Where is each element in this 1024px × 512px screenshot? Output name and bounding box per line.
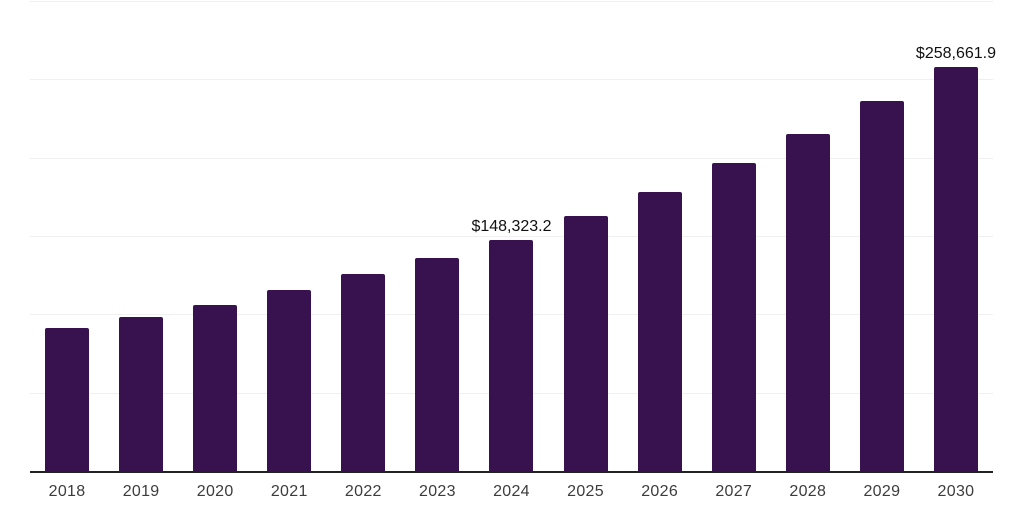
gridline-250000 bbox=[30, 79, 993, 81]
x-tick-2030: 2030 bbox=[937, 483, 975, 500]
bar-2023 bbox=[415, 258, 460, 472]
bar-2024: $148,323.2 bbox=[471, 218, 552, 472]
bar-2020 bbox=[193, 304, 238, 472]
bar-2018 bbox=[45, 328, 90, 472]
x-tick-2027: 2027 bbox=[715, 483, 753, 500]
bar-slot-2028 bbox=[771, 2, 845, 472]
bar-2019 bbox=[119, 317, 164, 472]
x-tick-2025: 2025 bbox=[567, 483, 604, 500]
x-tick-2023: 2023 bbox=[419, 483, 456, 500]
x-tick-2020: 2020 bbox=[196, 483, 234, 500]
value-label-2030: $258,661.9 bbox=[915, 44, 996, 62]
bar-slot-2024: $148,323.2 bbox=[471, 2, 552, 472]
x-tick-2018: 2018 bbox=[48, 483, 86, 500]
bar-slot-2030: $258,661.9 bbox=[916, 2, 996, 472]
bar-slot-2020 bbox=[178, 2, 252, 472]
x-tick-2022: 2022 bbox=[344, 483, 382, 500]
x-tick-2026: 2026 bbox=[641, 483, 679, 500]
x-axis-line bbox=[30, 471, 993, 473]
bar-slot-2023 bbox=[400, 2, 474, 472]
bar-slot-2018 bbox=[30, 2, 104, 472]
gridline-200000 bbox=[30, 157, 993, 159]
bar-2025 bbox=[563, 215, 608, 472]
gridline-300000 bbox=[30, 1, 993, 2]
x-tick-2028: 2028 bbox=[789, 483, 827, 500]
bar-2028 bbox=[785, 134, 830, 472]
plot-area: $148,323.2 $258,661.9 bbox=[30, 1, 996, 472]
bar-2026 bbox=[637, 192, 682, 472]
bar-slot-2021 bbox=[252, 2, 326, 472]
value-label-2024: $148,323.2 bbox=[471, 217, 552, 235]
bar-2022 bbox=[341, 274, 386, 472]
bar-slot-2019 bbox=[104, 2, 178, 472]
bar-slot-2026 bbox=[623, 2, 697, 472]
bar-2021 bbox=[267, 290, 312, 472]
x-tick-2029: 2029 bbox=[863, 483, 901, 500]
x-tick-2024: 2024 bbox=[493, 483, 530, 500]
x-tick-2019: 2019 bbox=[122, 483, 160, 500]
bar-slot-2029 bbox=[845, 2, 919, 472]
x-tick-2021: 2021 bbox=[270, 483, 308, 500]
bar-slot-2025 bbox=[549, 2, 623, 472]
bar-2030: $258,661.9 bbox=[916, 45, 996, 472]
bar-slot-2027 bbox=[697, 2, 771, 472]
x-axis-tick-labels: 2018 2019 2020 2021 2022 2023 2024 2025 2026 2027… bbox=[30, 483, 993, 503]
gridline-150000 bbox=[30, 236, 993, 237]
bar-2029 bbox=[859, 100, 904, 472]
bar-2027 bbox=[711, 163, 756, 472]
bar-slot-2022 bbox=[326, 2, 400, 472]
